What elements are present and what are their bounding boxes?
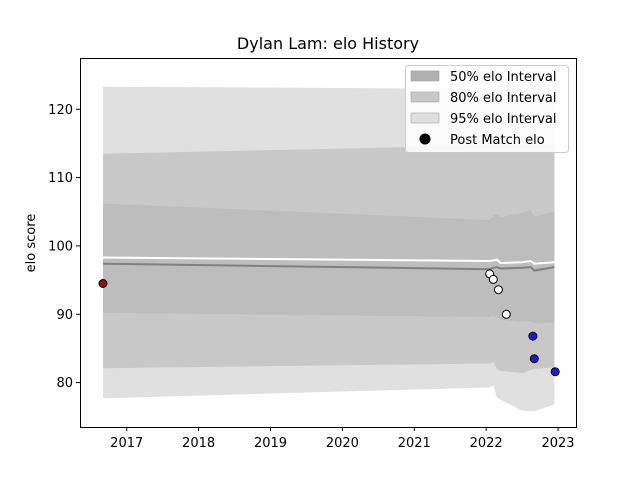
legend-swatch-0 — [410, 70, 440, 82]
legend-label-2: 95% elo Interval — [450, 112, 557, 127]
x-axis: 2017 2018 2019 2020 2021 2022 2023 — [110, 427, 575, 451]
post-match-point-7 — [550, 367, 560, 377]
interval-50-band — [103, 203, 555, 324]
upper-elo-line — [102, 256, 555, 265]
x-tick-label-2018: 2018 — [182, 436, 215, 451]
post-match-points — [98, 269, 560, 377]
legend-label-3: Post Match elo — [450, 133, 545, 148]
legend-swatch-2 — [410, 112, 440, 124]
post-match-point-5 — [528, 331, 538, 341]
legend-label-0: 50% elo Interval — [450, 70, 557, 85]
legend-swatch-1 — [410, 91, 440, 103]
interval-bands — [103, 86, 555, 412]
legend: 50% elo Interval 80% elo Interval 95% elo … — [405, 65, 569, 153]
post-match-point-2 — [488, 274, 498, 284]
x-tick-label-2021: 2021 — [398, 436, 431, 451]
y-tick-label-90: 90 — [56, 308, 73, 323]
post-match-point-3 — [493, 285, 503, 295]
x-tick-label-2017: 2017 — [110, 436, 143, 451]
post-match-point-0 — [98, 279, 108, 288]
y-tick-label-80: 80 — [56, 376, 73, 391]
y-axis: 80 90 100 110 120 — [48, 103, 80, 391]
y-axis-label: elo score — [24, 214, 39, 273]
y-tick-label-110: 110 — [48, 171, 73, 186]
y-tick-label-120: 120 — [48, 103, 73, 118]
legend-entries: 50% elo Interval 80% elo Interval 95% elo … — [410, 70, 557, 148]
y-tick-label-100: 100 — [48, 239, 73, 254]
chart-title: Dylan Lam: elo History — [237, 34, 419, 53]
x-tick-label-2019: 2019 — [254, 436, 287, 451]
x-tick-label-2022: 2022 — [470, 436, 503, 451]
post-match-point-6 — [529, 354, 539, 364]
legend-label-1: 80% elo Interval — [450, 91, 557, 106]
plot-frame — [80, 58, 577, 428]
post-match-point-4 — [501, 309, 511, 319]
legend-box — [405, 65, 569, 153]
x-tick-label-2020: 2020 — [326, 436, 359, 451]
x-tick-label-2023: 2023 — [541, 436, 574, 451]
legend-marker-3 — [419, 133, 431, 145]
mean-elo-line — [102, 262, 555, 272]
elo-lines — [102, 256, 555, 272]
